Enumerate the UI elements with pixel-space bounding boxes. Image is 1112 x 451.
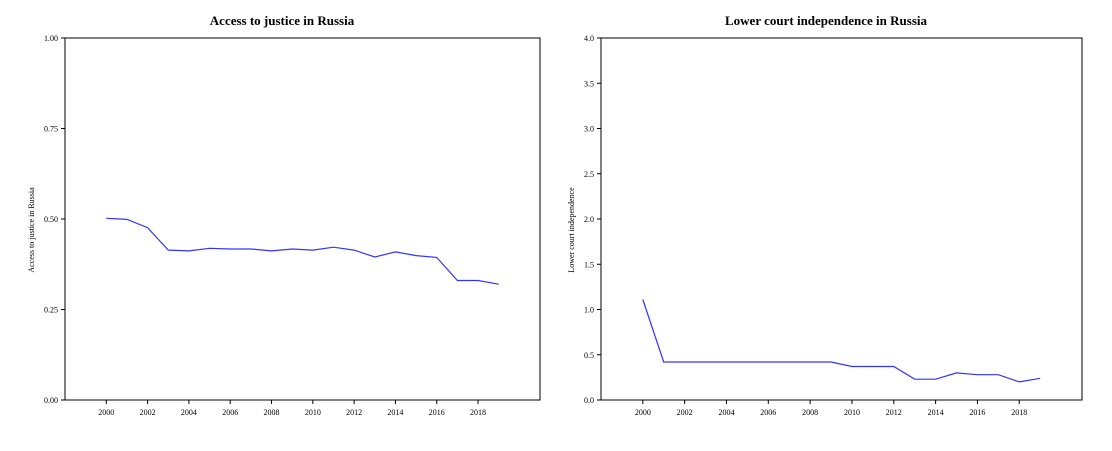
y-tick-label: 4.0 — [584, 34, 594, 43]
x-tick-label: 2018 — [1011, 408, 1027, 417]
plot-frame — [64, 37, 541, 401]
chart-title: Lower court independence in Russia — [725, 13, 927, 28]
y-tick-label: 1.5 — [584, 260, 594, 269]
x-tick-label: 2000 — [98, 408, 114, 417]
series-group — [642, 299, 1041, 383]
chart-access-to-justice: Access to justice in Russia 0.00 0.25 0.50… — [27, 13, 541, 417]
y-tick-label: 3.5 — [584, 79, 594, 88]
x-tick-label: 2016 — [429, 408, 445, 417]
x-tick-label: 2004 — [718, 408, 734, 417]
x-tick-label: 2000 — [635, 408, 651, 417]
x-tick-label: 2002 — [677, 408, 693, 417]
x-tick-label: 2012 — [886, 408, 902, 417]
x-tick-label: 2006 — [222, 408, 238, 417]
y-tick-label: 1.00 — [44, 34, 58, 43]
y-axis: 0.00 0.25 0.50 0.75 1.00 — [44, 34, 65, 405]
y-tick-label: 0.5 — [584, 351, 594, 360]
y-tick-label: 0.00 — [44, 396, 58, 405]
x-tick-label: 2010 — [305, 408, 321, 417]
x-tick-label: 2018 — [470, 408, 486, 417]
x-tick-label: 2016 — [969, 408, 985, 417]
plot-frame — [600, 37, 1083, 401]
x-tick-label: 2004 — [181, 408, 197, 417]
x-tick-label: 2006 — [760, 408, 776, 417]
series-line — [642, 299, 1041, 383]
y-tick-label: 2.0 — [584, 215, 594, 224]
x-tick-label: 2012 — [346, 408, 362, 417]
y-tick-label: 3.0 — [584, 125, 594, 134]
y-tick-label: 2.5 — [584, 170, 594, 179]
y-axis-label: Lower court independence — [567, 187, 576, 273]
x-tick-label: 2008 — [802, 408, 818, 417]
x-tick-label: 2014 — [387, 408, 403, 417]
x-tick-label: 2002 — [140, 408, 156, 417]
series-line — [106, 217, 499, 285]
y-tick-label: 0.75 — [44, 125, 58, 134]
y-tick-label: 0.50 — [44, 215, 58, 224]
chart-lower-court-independence: Lower court independence in Russia 0.00.… — [567, 13, 1083, 417]
y-tick-label: 0.25 — [44, 306, 58, 315]
x-tick-label: 2008 — [264, 408, 280, 417]
y-axis: 0.0 0.5 1.0 1.5 2.0 2.5 3.0 3.5 4.0 — [584, 34, 601, 405]
series-group — [106, 217, 499, 285]
y-tick-label: 1.0 — [584, 306, 594, 315]
y-tick-label: 0.0 — [584, 396, 594, 405]
x-axis: 2000 2002 2004 2006 2008 2010 2012 2014 2016 2018 — [98, 400, 486, 417]
chart-title: Access to justice in Russia — [210, 13, 355, 28]
x-axis: 2000 2002 2004 2006 2008 2010 2012 2014 2016 2018 — [635, 400, 1027, 417]
y-axis-label: Access to justice in Russia — [27, 187, 36, 273]
x-tick-label: 2014 — [928, 408, 944, 417]
x-tick-label: 2010 — [844, 408, 860, 417]
